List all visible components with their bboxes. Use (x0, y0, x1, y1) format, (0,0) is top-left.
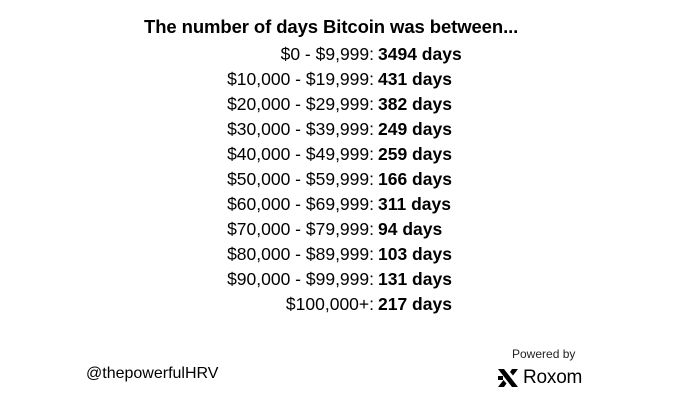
brand-name: Roxom (523, 367, 583, 388)
price-range-label: $90,000 - $99,999: (227, 269, 374, 289)
price-range-label: $0 - $9,999: (280, 44, 374, 64)
price-range-label: $40,000 - $49,999: (227, 144, 374, 164)
page-title: The number of days Bitcoin was between..… (144, 16, 519, 37)
list-item: $60,000 - $69,999: 311 days (0, 192, 680, 217)
list-item: $90,000 - $99,999: 131 days (0, 267, 680, 292)
days-count: 431 days (378, 69, 452, 89)
powered-by-label: Powered by (512, 347, 576, 361)
price-range-label: $80,000 - $89,999: (227, 244, 374, 264)
list-item: $50,000 - $59,999: 166 days (0, 167, 680, 192)
list-item: $30,000 - $39,999: 249 days (0, 117, 680, 142)
list-item: $70,000 - $79,999: 94 days (0, 217, 680, 242)
price-range-label: $10,000 - $19,999: (227, 69, 374, 89)
price-range-label: $50,000 - $59,999: (227, 169, 374, 189)
days-count: 3494 days (378, 44, 462, 64)
list-item: $10,000 - $19,999: 431 days (0, 67, 680, 92)
list-item: $0 - $9,999: 3494 days (0, 42, 680, 67)
days-count: 131 days (378, 269, 452, 289)
list-item: $80,000 - $89,999: 103 days (0, 242, 680, 267)
days-count: 94 days (378, 219, 443, 239)
price-range-label: $100,000+: (285, 294, 374, 314)
days-count: 259 days (378, 144, 452, 164)
days-count: 249 days (378, 119, 452, 139)
list-item: $20,000 - $29,999: 382 days (0, 92, 680, 117)
price-range-label: $70,000 - $79,999: (227, 219, 374, 239)
brand-logo: Roxom (497, 366, 582, 390)
days-count: 103 days (378, 244, 452, 264)
days-count: 217 days (378, 294, 452, 314)
days-count: 166 days (378, 169, 452, 189)
days-count: 382 days (378, 94, 452, 114)
price-range-label: $30,000 - $39,999: (227, 119, 374, 139)
price-range-label: $60,000 - $69,999: (227, 194, 374, 214)
author-handle: @thepowerfulHRV (86, 365, 219, 382)
list-item: $40,000 - $49,999: 259 days (0, 142, 680, 167)
roxom-logo-icon (497, 368, 519, 388)
price-range-label: $20,000 - $29,999: (227, 94, 374, 114)
days-count: 311 days (378, 194, 451, 214)
list-item: $100,000+: 217 days (0, 292, 680, 317)
